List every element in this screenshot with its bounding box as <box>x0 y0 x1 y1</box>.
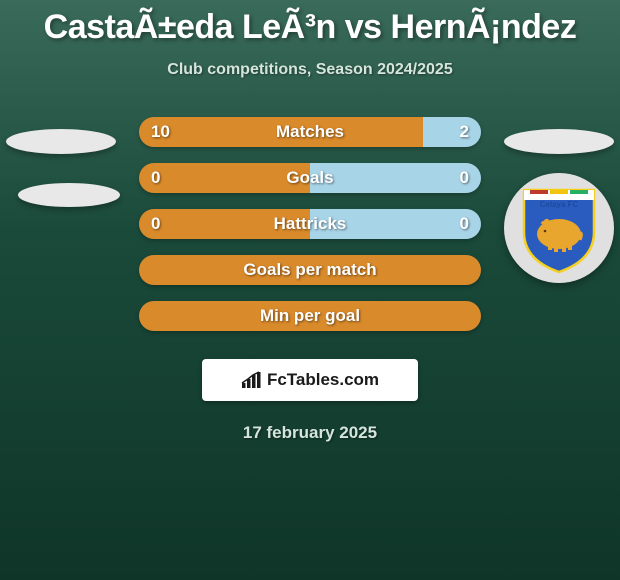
watermark: FcTables.com <box>241 370 379 390</box>
club-shield-icon: Celaya FC <box>520 182 598 274</box>
watermark-text: FcTables.com <box>267 370 379 390</box>
bar-label: Matches <box>139 117 481 147</box>
bar-chart-icon <box>241 371 263 389</box>
right-badge <box>504 129 614 154</box>
left-badge-2 <box>18 183 120 207</box>
bar-label: Goals <box>139 163 481 193</box>
bar-row-goals: 0 Goals 0 <box>139 163 481 193</box>
bar-label: Min per goal <box>139 301 481 331</box>
page-title: CastaÃ±eda LeÃ³n vs HernÃ¡ndez <box>0 0 620 47</box>
date-text: 17 february 2025 <box>0 423 620 443</box>
comparison-bars: 10 Matches 2 0 Goals 0 0 Hattricks 0 Goa… <box>139 117 481 347</box>
bar-row-hattricks: 0 Hattricks 0 <box>139 209 481 239</box>
bar-label: Goals per match <box>139 255 481 285</box>
bar-row-goals-per-match: Goals per match <box>139 255 481 285</box>
bar-label: Hattricks <box>139 209 481 239</box>
bar-right-value: 2 <box>460 117 469 147</box>
bar-right-value: 0 <box>460 209 469 239</box>
bar-row-min-per-goal: Min per goal <box>139 301 481 331</box>
comparison-area: Celaya FC 10 Matches 2 0 Goals 0 <box>0 117 620 347</box>
bar-right-value: 0 <box>460 163 469 193</box>
subtitle: Club competitions, Season 2024/2025 <box>0 61 620 79</box>
club-logo-container: Celaya FC <box>504 173 614 283</box>
left-badge-1 <box>6 129 116 154</box>
svg-text:Celaya FC: Celaya FC <box>540 200 579 209</box>
bar-row-matches: 10 Matches 2 <box>139 117 481 147</box>
watermark-box: FcTables.com <box>202 359 418 401</box>
